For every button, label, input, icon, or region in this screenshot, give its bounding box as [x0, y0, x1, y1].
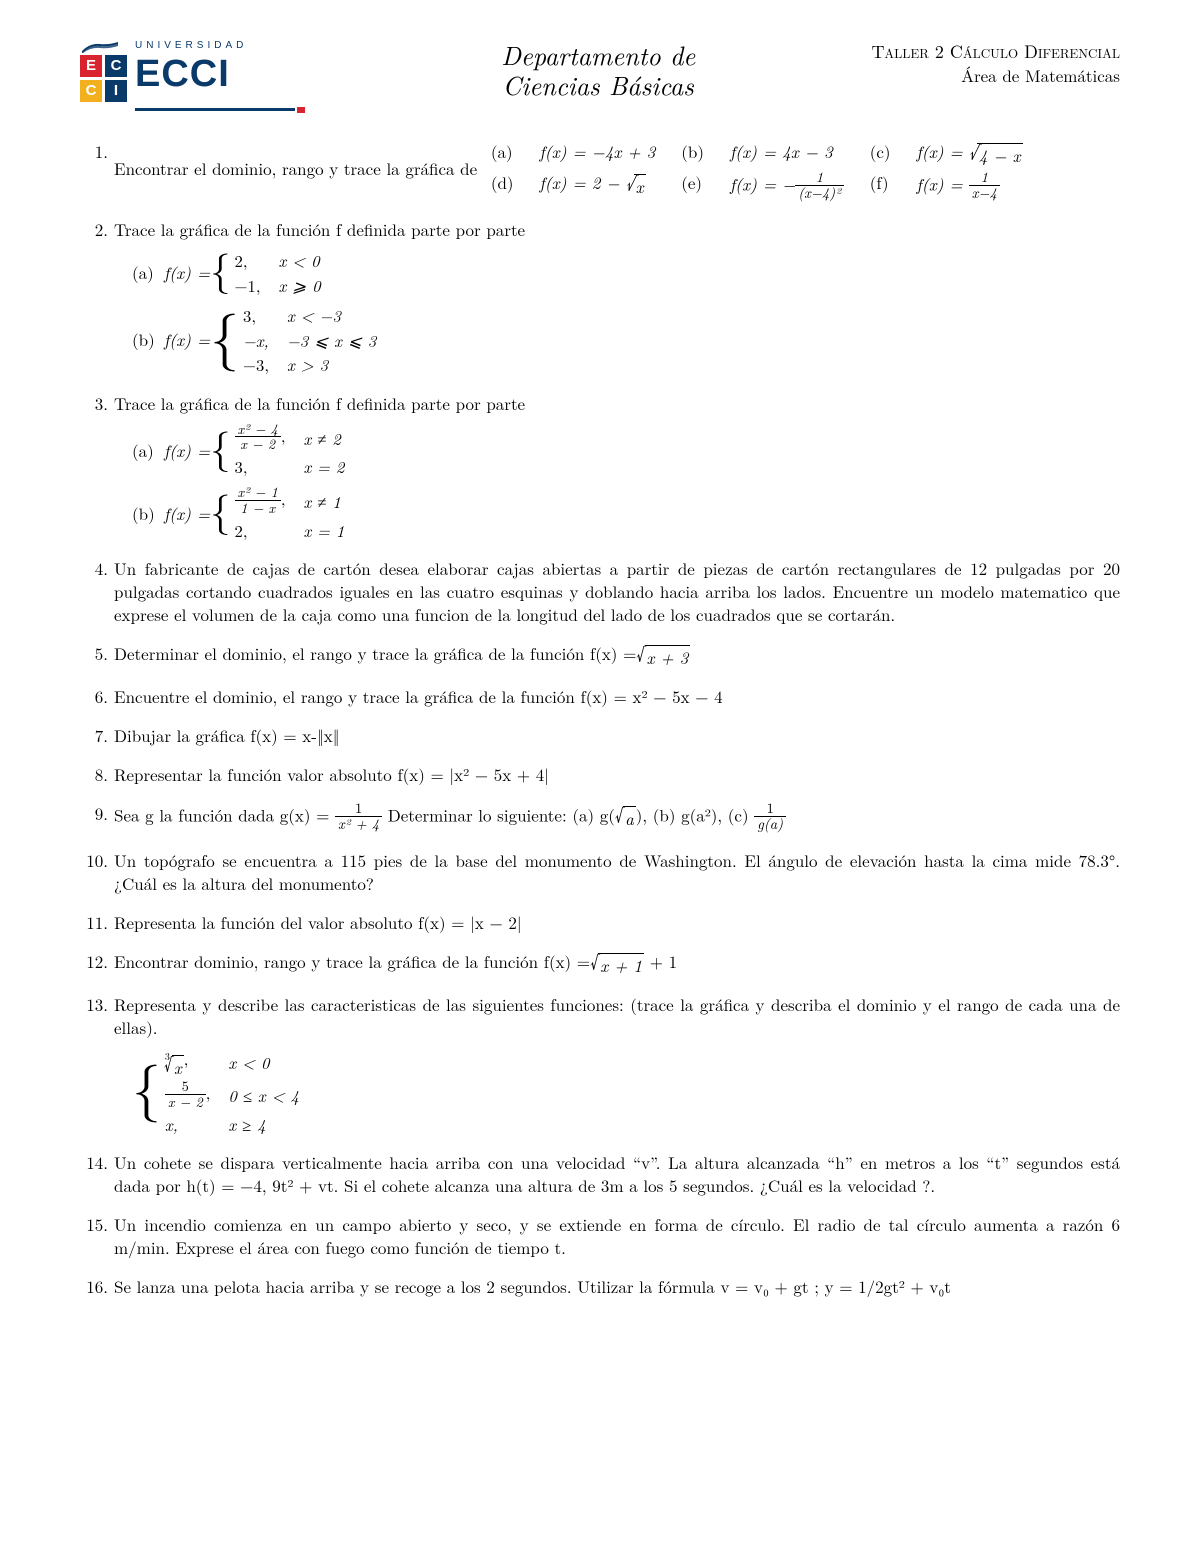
logo-squares: E C C I	[80, 55, 127, 102]
p1-e-lbl: (e)	[681, 171, 704, 202]
problem-9: Sea g la función dada g(x) = 1x² + 4 Det…	[80, 802, 1120, 833]
logo-leaf-icon	[80, 41, 120, 53]
problem-16: Se lanza una pelota hacia arriba y se re…	[80, 1275, 1120, 1298]
logo-square-i: I	[105, 80, 127, 102]
p3-sub: (a) f(x) = { x² − 4x − 2, x ≠ 2 3,x = 2 …	[132, 423, 1120, 541]
logo-bigtext: ECCI	[135, 53, 325, 96]
p1-d: f(x) = 2 − √x	[540, 171, 656, 202]
problem-1: Encontrar el dominio, rango y trace la g…	[80, 140, 1120, 202]
page: E C C I UNIVERSIDAD ECCI Departamento de	[0, 0, 1200, 1553]
p1-a-lbl: (a)	[491, 140, 514, 167]
problem-5: Determinar el dominio, el rango y trace …	[80, 642, 1120, 669]
problem-8: Representar la función valor absoluto f(…	[80, 763, 1120, 786]
problem-6: Encuentre el dominio, el rango y trace l…	[80, 685, 1120, 708]
logo-square-c1: C	[105, 55, 127, 77]
p3-b: (b) f(x) = { x² − 11 − x, x ≠ 1 2,x = 1	[132, 486, 1120, 541]
problem-12: Encontrar dominio, rango y trace la gráf…	[80, 950, 1120, 977]
p2-b: (b) f(x) = { 3,x < −3 −x,−3 ⩽ x ⩽ 3 −3,x…	[132, 304, 1120, 375]
p1-a: f(x) = −4x + 3	[540, 140, 656, 167]
problem-13: Representa y describe las caracteristica…	[80, 993, 1120, 1136]
problem-10: Un topógrafo se encuentra a 115 pies de …	[80, 849, 1120, 895]
p1-f-lbl: (f)	[870, 171, 891, 202]
p3-a: (a) f(x) = { x² − 4x − 2, x ≠ 2 3,x = 2	[132, 423, 1120, 478]
problem-15: Un incendio comienza en un campo abierto…	[80, 1213, 1120, 1259]
logo-square-e: E	[80, 55, 102, 77]
logo-square-c2: C	[80, 80, 102, 102]
p1-c-lbl: (c)	[870, 140, 891, 167]
p2-a: (a) f(x) = { 2,x < 0 −1,x ⩾ 0	[132, 249, 1120, 296]
p1-f: f(x) = 1x−4	[917, 171, 1023, 202]
problem-2: Trace la gráfica de la función f definid…	[80, 218, 1120, 375]
header-department: Departamento de Ciencias Básicas	[325, 40, 871, 100]
p2-stem: Trace la gráfica de la función f definid…	[114, 217, 525, 241]
header-right-line2: Área de Matemáticas	[961, 63, 1120, 87]
problem-4: Un fabricante de cajas de cartón desea e…	[80, 557, 1120, 626]
p1-e: f(x) = −1(x−4)²	[730, 171, 844, 202]
p2-sub: (a) f(x) = { 2,x < 0 −1,x ⩾ 0 (b) f(x) =	[132, 249, 1120, 375]
p1-d-lbl: (d)	[491, 171, 514, 202]
problem-7: Dibujar la gráfica f(x) = x-‖x‖	[80, 724, 1120, 747]
p13-cases: { 3√x, x < 0 5x − 2, 0 ≤ x < 4 x,x ≥ 4	[132, 1047, 1120, 1136]
p3-stem: Trace la gráfica de la función f definid…	[114, 391, 525, 415]
logo-smalltext: UNIVERSIDAD	[135, 40, 325, 51]
logo-underline	[135, 99, 325, 102]
header-course: Taller 2 Cálculo Diferencial Área de Mat…	[871, 40, 1120, 89]
logo-text: UNIVERSIDAD ECCI	[135, 40, 325, 102]
p1-b: f(x) = 4x − 3	[730, 140, 844, 167]
logo: E C C I UNIVERSIDAD ECCI	[80, 40, 325, 102]
p1-stem: Encontrar el dominio, rango y trace la g…	[114, 156, 477, 180]
problem-3: Trace la gráfica de la función f definid…	[80, 392, 1120, 541]
problem-11: Representa la función del valor absoluto…	[80, 911, 1120, 934]
problem-list: Encontrar el dominio, rango y trace la g…	[80, 140, 1120, 1298]
p1-c: f(x) = √4 − x	[917, 140, 1023, 167]
problem-14: Un cohete se dispara verticalmente hacia…	[80, 1151, 1120, 1197]
header-center-line2: Ciencias Básicas	[503, 66, 694, 103]
header: E C C I UNIVERSIDAD ECCI Departamento de	[80, 40, 1120, 102]
p1-options: (a) f(x) = −4x + 3 (b) f(x) = 4x − 3 (c)…	[491, 140, 1023, 202]
header-right-line1: Taller 2 Cálculo Diferencial	[871, 39, 1120, 64]
p1-b-lbl: (b)	[681, 140, 704, 167]
